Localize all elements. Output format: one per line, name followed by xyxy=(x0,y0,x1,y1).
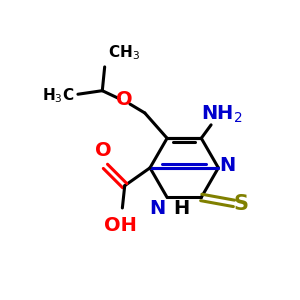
Text: O: O xyxy=(116,90,133,109)
Text: OH: OH xyxy=(104,216,137,235)
Text: H$_3$C: H$_3$C xyxy=(42,86,74,105)
Text: H: H xyxy=(173,199,189,218)
Text: NH$_2$: NH$_2$ xyxy=(201,104,243,125)
Text: S: S xyxy=(233,194,248,214)
Text: N: N xyxy=(219,156,236,175)
Text: O: O xyxy=(95,141,111,160)
Text: CH$_3$: CH$_3$ xyxy=(108,44,140,62)
Text: N: N xyxy=(149,199,166,218)
